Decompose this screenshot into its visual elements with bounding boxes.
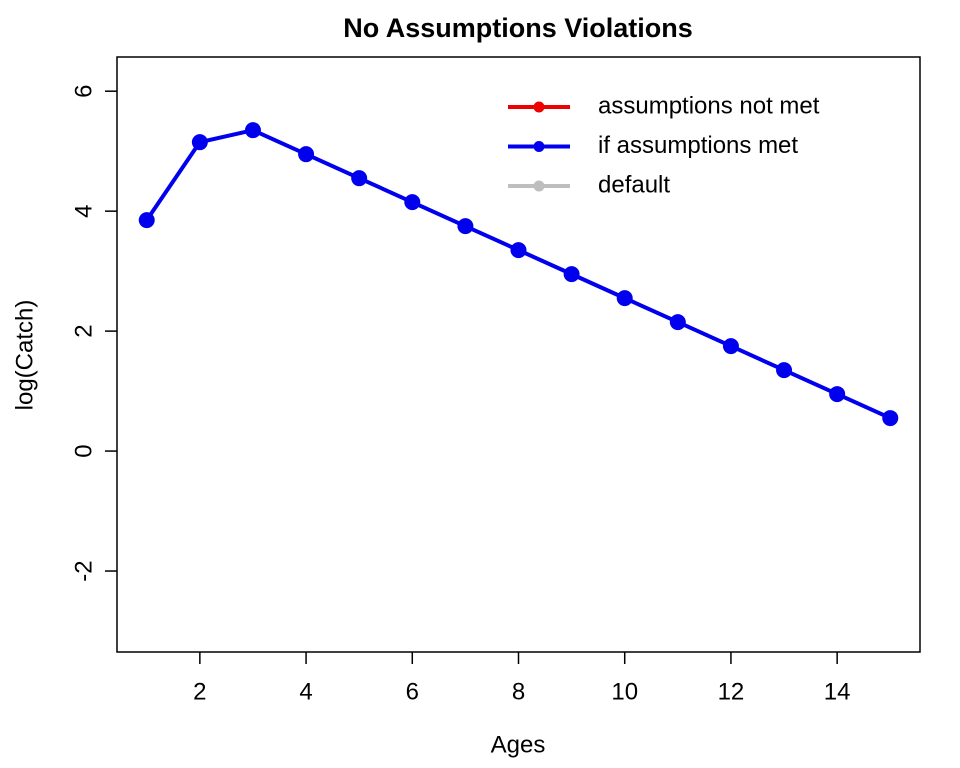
x-tick-label: 8 bbox=[512, 678, 525, 705]
y-tick-label: -2 bbox=[70, 560, 97, 581]
data-point bbox=[138, 212, 155, 229]
x-tick-label: 10 bbox=[611, 678, 638, 705]
x-tick-label: 14 bbox=[824, 678, 851, 705]
data-point bbox=[351, 170, 368, 187]
y-tick-label: 6 bbox=[70, 85, 97, 98]
x-tick-label: 4 bbox=[299, 678, 312, 705]
x-tick-label: 6 bbox=[406, 678, 419, 705]
data-point bbox=[882, 410, 899, 427]
y-tick-label: 4 bbox=[70, 204, 97, 217]
legend-label: if assumptions met bbox=[598, 132, 798, 159]
x-tick-label: 2 bbox=[193, 678, 206, 705]
y-tick-label: 2 bbox=[70, 324, 97, 337]
x-tick-label: 12 bbox=[718, 678, 745, 705]
chart-title: No Assumptions Violations bbox=[343, 13, 693, 43]
data-point bbox=[776, 362, 793, 379]
legend-marker bbox=[533, 180, 545, 192]
legend-marker bbox=[533, 141, 545, 152]
data-point bbox=[244, 122, 261, 139]
data-point bbox=[616, 290, 633, 307]
y-tick-label: 0 bbox=[70, 444, 97, 457]
data-point bbox=[404, 194, 421, 211]
x-axis-label: Ages bbox=[491, 731, 546, 758]
legend-marker bbox=[533, 101, 545, 113]
data-point bbox=[722, 338, 739, 355]
data-point bbox=[669, 314, 686, 331]
data-point bbox=[191, 134, 208, 151]
data-point bbox=[457, 218, 474, 235]
data-point bbox=[510, 242, 527, 259]
data-point bbox=[563, 266, 580, 283]
data-point bbox=[298, 146, 315, 163]
legend-label: default bbox=[598, 171, 670, 198]
data-point bbox=[829, 386, 846, 403]
y-axis-label: log(Catch) bbox=[11, 300, 38, 411]
legend-label: assumptions not met bbox=[598, 92, 820, 119]
